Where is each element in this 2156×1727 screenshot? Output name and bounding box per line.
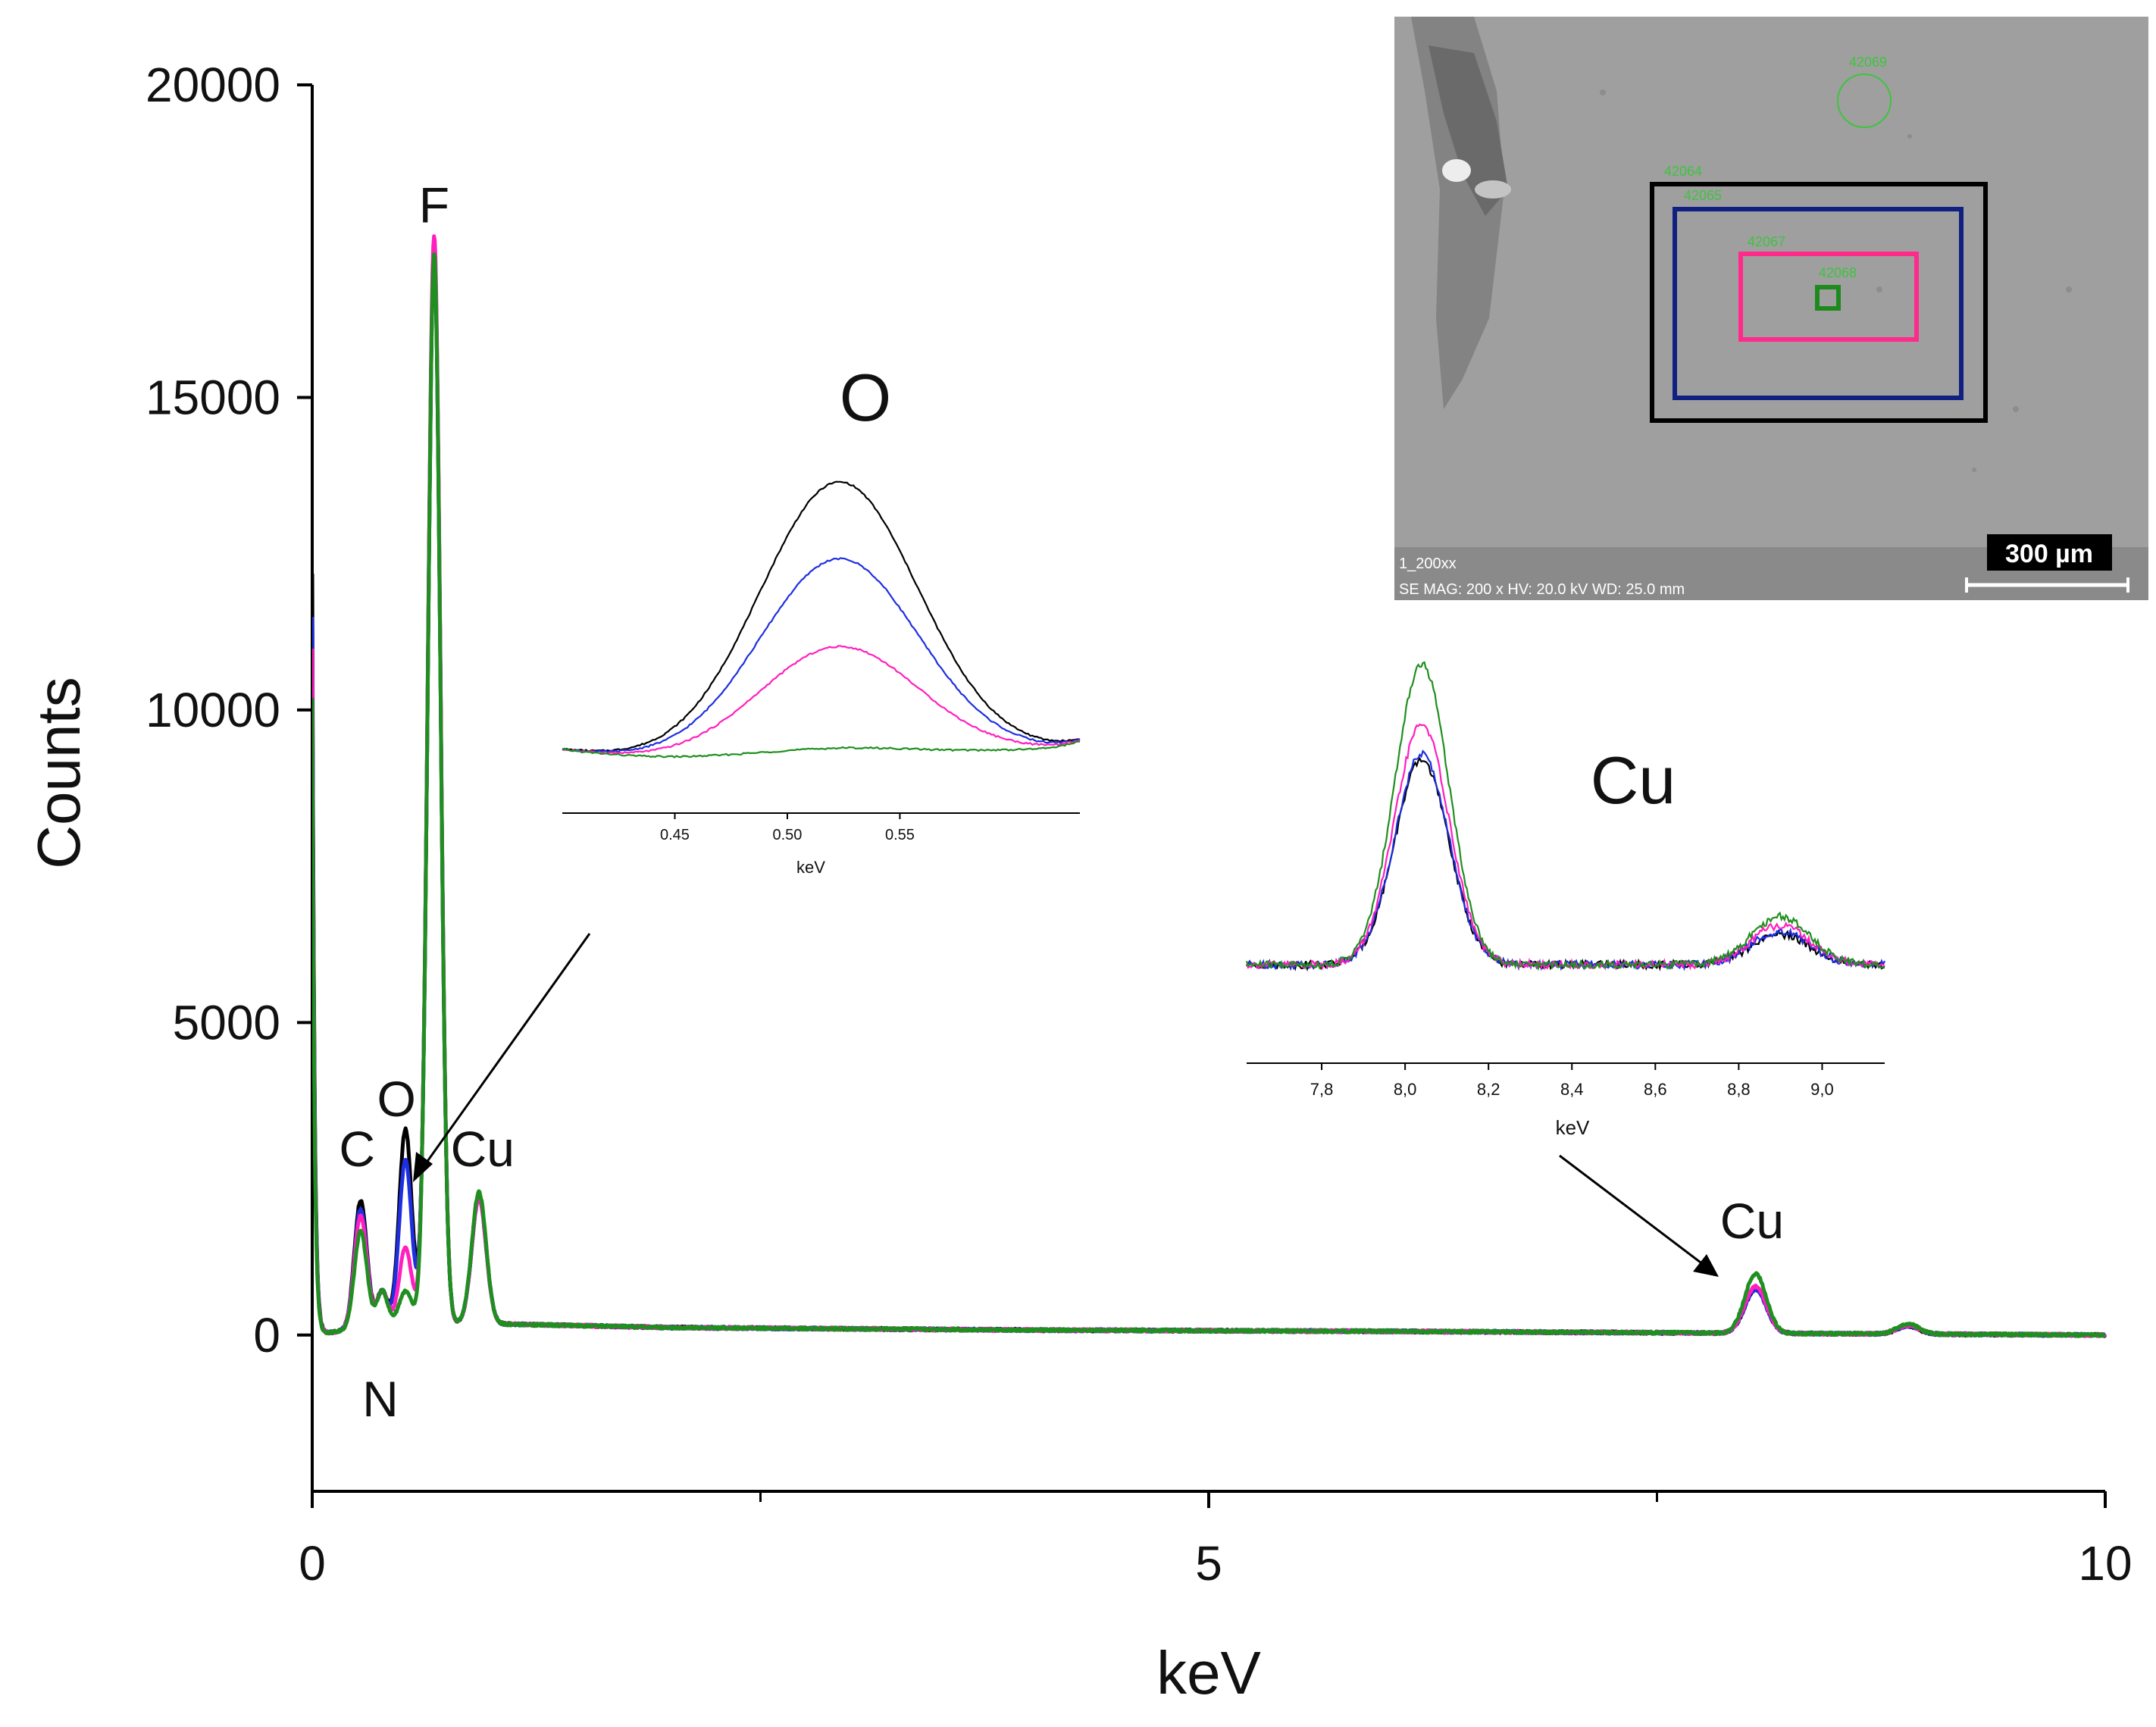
copper-arrowhead — [1693, 1254, 1719, 1277]
main-plot-axes: 0 5000 10000 15000 20000 0 5 10 keV Counts — [25, 58, 2133, 1707]
copper-inset: 7,8 8,0 8,2 8,4 8,6 8,8 9,0 Cu keV — [1245, 661, 1886, 1139]
x-tick-label: 10 — [2078, 1536, 2132, 1591]
sem-scale-label: 300 µm — [2005, 540, 2093, 568]
copper-inset-series-line — [1245, 661, 1885, 971]
peak-label: C — [339, 1121, 375, 1177]
sem-defect-3 — [2066, 286, 2072, 293]
sem-region-label-3: 42065 — [1684, 188, 1722, 203]
sem-region-black — [1650, 182, 1988, 423]
copper-inset-ticks: 7,8 8,0 8,2 8,4 8,6 8,8 9,0 — [1310, 1063, 1834, 1099]
sem-micrograph: 42069 42064 42065 42067 42068 1_200xx SE… — [1394, 17, 2148, 600]
x-tick-label: 0 — [299, 1536, 326, 1591]
y-tick-label: 20000 — [146, 58, 280, 112]
sem-footer-line1: 1_200xx — [1399, 555, 1457, 572]
oxygen-inset-spectra — [562, 480, 1081, 759]
oxygen-inset-series-line — [562, 480, 1081, 752]
sem-region-green — [1815, 285, 1841, 311]
sem-region-label-2: 42064 — [1664, 164, 1702, 179]
oxygen-inset-series-line — [562, 740, 1081, 759]
copper-inset-x-title: keV — [1556, 1116, 1590, 1139]
sem-region-label-5: 42068 — [1819, 265, 1857, 280]
oxygen-arrowhead — [413, 1152, 433, 1182]
y-tick-label: 10000 — [146, 683, 280, 737]
sem-grey-particle — [1475, 180, 1511, 199]
copper-inset-tick-label: 8,2 — [1477, 1080, 1500, 1099]
sem-spot-region — [1837, 74, 1892, 128]
peak-label: F — [419, 177, 449, 233]
y-tick-label: 5000 — [173, 995, 280, 1050]
oxygen-inset-x-title: keV — [796, 858, 825, 877]
oxygen-inset-pointer — [419, 933, 591, 1172]
copper-inset-tick-label: 8,6 — [1644, 1080, 1667, 1099]
sem-defect-1 — [1600, 89, 1606, 95]
y-axis-title: Counts — [25, 677, 92, 868]
sem-defect-6 — [1907, 134, 1912, 139]
sem-bright-particle — [1442, 159, 1471, 182]
sem-lighter-zone — [1394, 17, 2148, 547]
copper-inset-tick-label: 9,0 — [1810, 1080, 1834, 1099]
main-series-line — [312, 252, 2107, 1338]
oxygen-inset: 0.45 0.50 0.55 O keV — [562, 360, 1081, 877]
oxygen-inset-tick-label: 0.55 — [885, 827, 915, 843]
oxygen-inset-ticks: 0.45 0.50 0.55 — [660, 813, 915, 843]
sem-footer-line2: SE MAG: 200 x HV: 20.0 kV WD: 25.0 mm — [1399, 581, 1685, 598]
peak-label: N — [362, 1371, 399, 1427]
oxygen-inset-series-line — [562, 557, 1081, 753]
copper-inset-title: Cu — [1591, 743, 1676, 818]
copper-inset-series-line — [1246, 756, 1885, 972]
sem-region-magenta — [1738, 252, 1919, 342]
copper-inset-tick-label: 8,8 — [1727, 1080, 1751, 1099]
copper-inset-tick-label: 8,4 — [1560, 1080, 1584, 1099]
peak-label: Cu — [1720, 1193, 1784, 1249]
sem-defect-4 — [2013, 406, 2019, 412]
oxygen-inset-tick-label: 0.50 — [772, 827, 802, 843]
copper-inset-tick-label: 8,0 — [1394, 1080, 1417, 1099]
x-axis-title: keV — [1156, 1639, 1261, 1707]
main-spectra — [312, 234, 2107, 1338]
sem-region-blue — [1673, 207, 1964, 400]
copper-inset-spectra — [1245, 661, 1886, 972]
sem-defect-2 — [1876, 286, 1882, 293]
y-tick-label: 0 — [253, 1308, 280, 1363]
y-tick-label: 15000 — [146, 370, 280, 424]
sem-defect-5 — [1972, 468, 1976, 472]
peak-label: Cu — [451, 1121, 515, 1177]
annotation-arrows — [413, 933, 1719, 1277]
sem-region-label-4: 42067 — [1748, 234, 1785, 249]
oxygen-inset-tick-label: 0.45 — [660, 827, 690, 843]
sem-image-texture — [1394, 17, 2148, 600]
oxygen-inset-title: O — [840, 360, 891, 435]
copper-inset-pointer — [1559, 1154, 1707, 1269]
sem-scale-label-box — [1987, 534, 2112, 571]
x-axis-ticks: 0 5 10 — [299, 1491, 2133, 1591]
copper-inset-tick-label: 7,8 — [1310, 1080, 1334, 1099]
oxygen-inset-series-line — [562, 645, 1081, 755]
copper-inset-series-line — [1245, 723, 1885, 971]
sem-region-label-1: 42069 — [1849, 55, 1887, 70]
sem-debris-dark — [1428, 45, 1508, 216]
x-tick-label: 5 — [1195, 1536, 1222, 1591]
peak-label: O — [377, 1071, 416, 1127]
y-axis-ticks: 0 5000 10000 15000 20000 — [146, 58, 312, 1363]
